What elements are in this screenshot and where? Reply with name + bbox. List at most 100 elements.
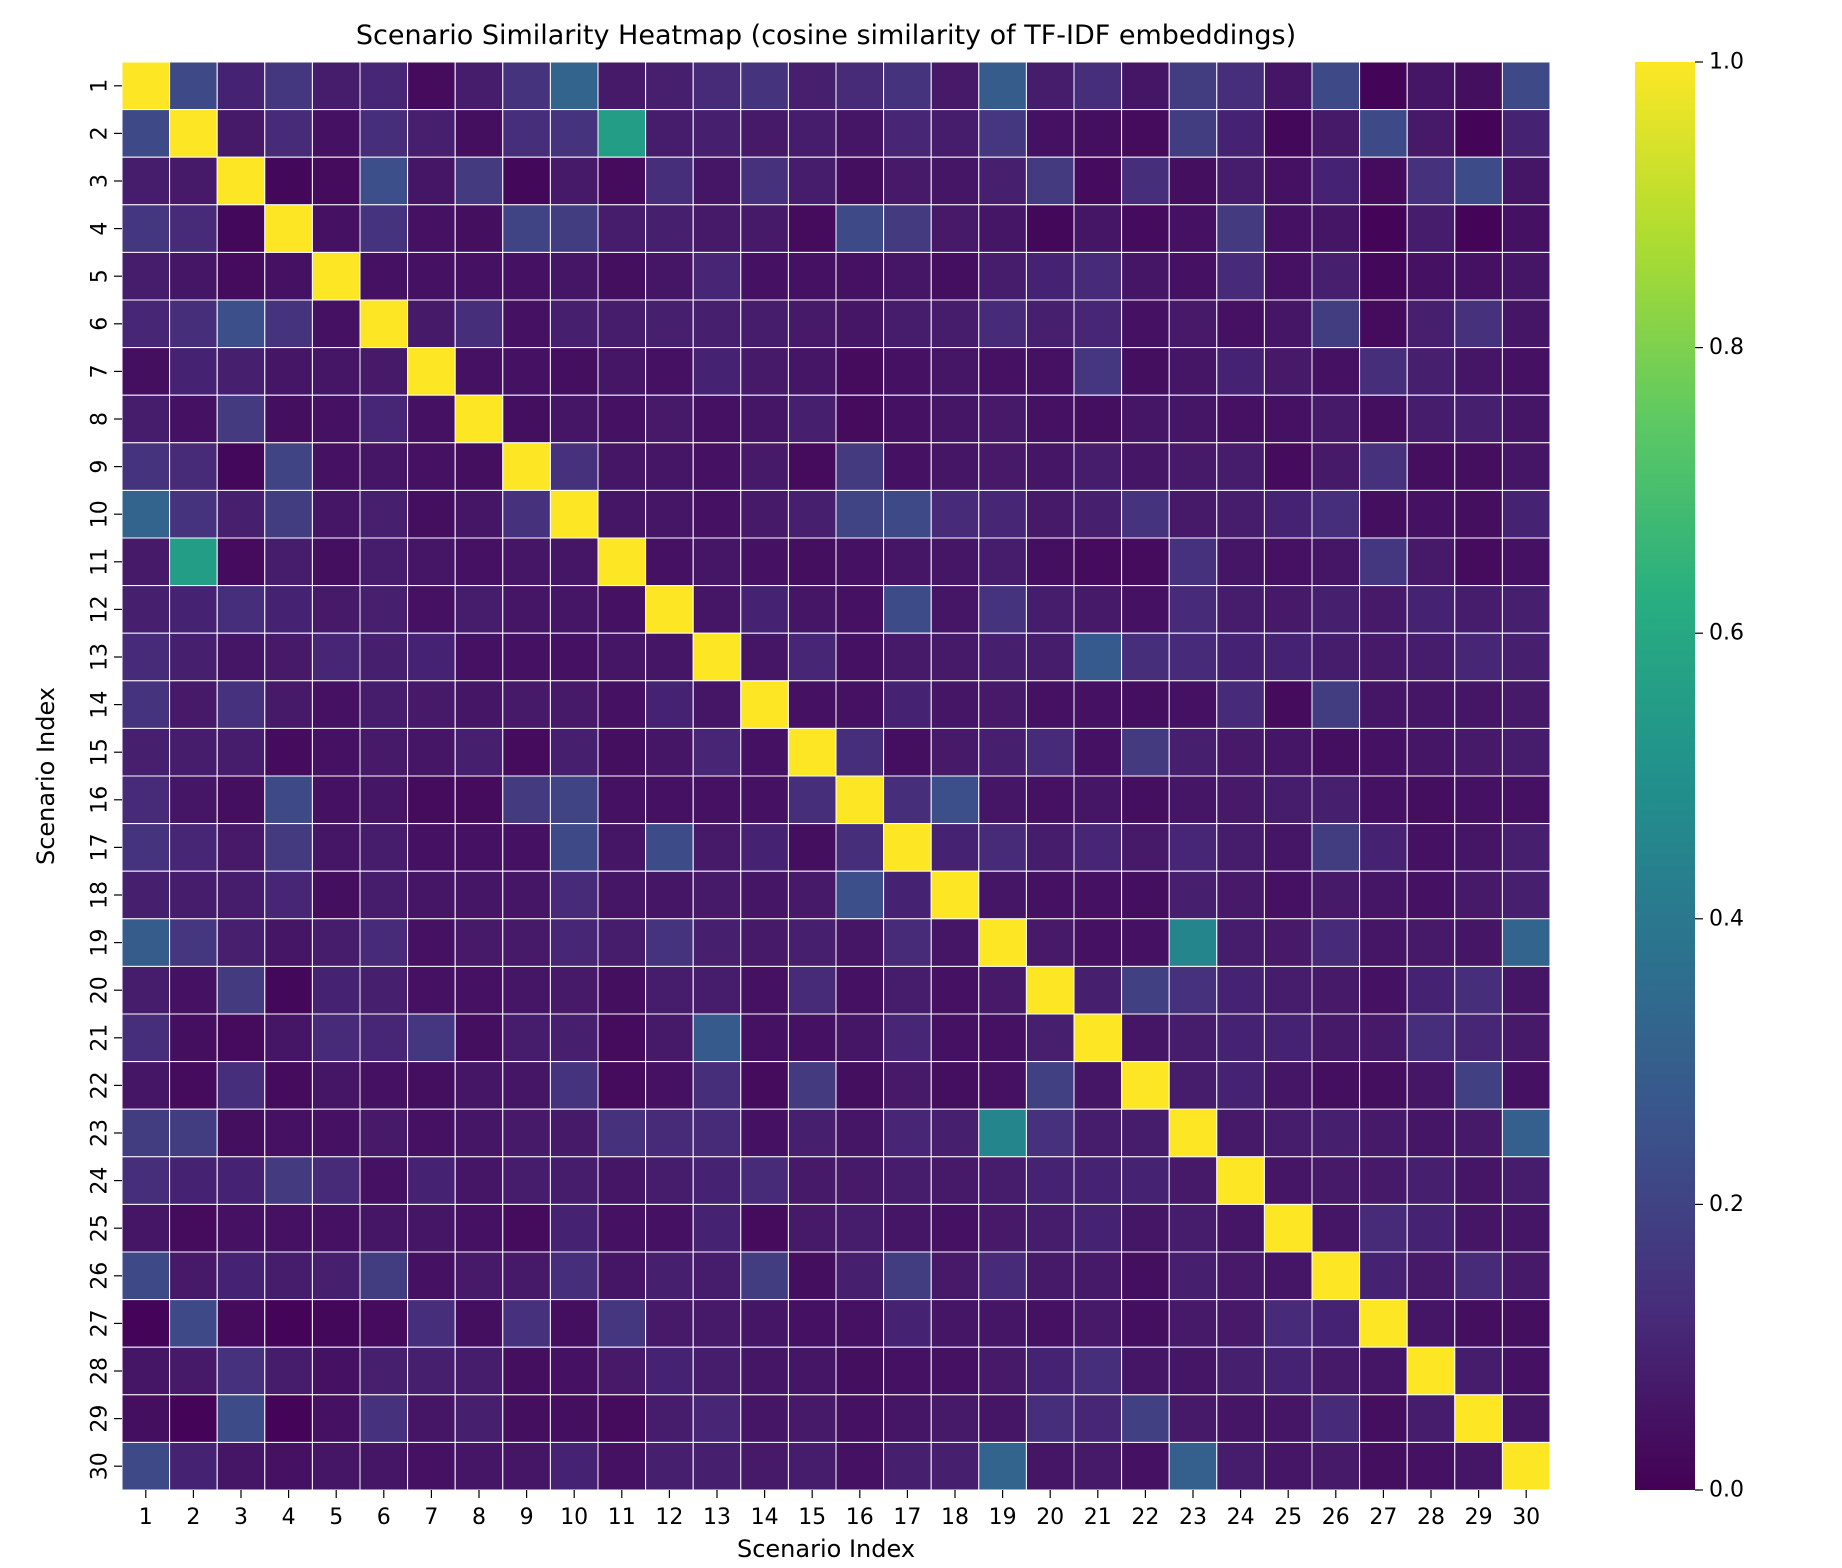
x-tick-label: 4 [282, 1505, 296, 1530]
heatmap-cell-28-10 [549, 1346, 599, 1396]
heatmap-cell-12-13 [692, 585, 742, 634]
heatmap-cell-13-28 [1406, 632, 1456, 682]
heatmap-cell-15-4 [264, 727, 313, 777]
heatmap-cell-3-18 [930, 156, 980, 206]
heatmap-cell-11-11 [597, 537, 647, 587]
heatmap-cell-19-19 [978, 918, 1027, 967]
heatmap-cell-18-4 [264, 870, 313, 920]
heatmap-cell-11-7 [407, 537, 456, 587]
heatmap-cell-19-27 [1359, 918, 1408, 967]
heatmap-cell-12-22 [1121, 585, 1170, 634]
heatmap-cell-19-18 [930, 918, 980, 967]
heatmap-cell-14-4 [264, 680, 313, 729]
heatmap-cell-19-1 [121, 918, 171, 967]
heatmap-cell-9-11 [597, 442, 647, 491]
heatmap-cell-29-6 [359, 1394, 409, 1443]
x-tick-label: 14 [751, 1505, 779, 1530]
heatmap-cell-6-10 [549, 299, 599, 349]
heatmap-cell-5-14 [740, 251, 789, 301]
heatmap-cell-24-4 [264, 1156, 313, 1205]
y-tick-label: 28 [88, 1357, 113, 1385]
heatmap-cell-10-16 [835, 489, 885, 539]
heatmap-cell-22-19 [978, 1061, 1027, 1110]
y-axis-label: Scenario Index [32, 687, 60, 865]
heatmap-cell-6-3 [216, 299, 266, 349]
heatmap-cell-11-9 [502, 537, 551, 587]
heatmap-cell-25-30 [1501, 1203, 1551, 1253]
heatmap-cell-19-23 [1168, 918, 1218, 967]
heatmap-cell-1-7 [407, 61, 456, 111]
heatmap-cell-15-25 [1263, 727, 1313, 777]
heatmap-cell-11-25 [1263, 537, 1313, 587]
heatmap-cell-17-18 [930, 823, 980, 872]
heatmap-cell-9-6 [359, 442, 409, 491]
heatmap-cell-25-27 [1359, 1203, 1408, 1253]
heatmap-cell-18-19 [978, 870, 1027, 920]
heatmap-cell-27-24 [1216, 1299, 1265, 1348]
heatmap-cell-6-25 [1263, 299, 1313, 349]
heatmap-cell-25-9 [502, 1203, 551, 1253]
heatmap-cell-6-27 [1359, 299, 1408, 349]
heatmap-cell-16-9 [502, 775, 551, 825]
y-tick-label: 12 [88, 595, 113, 623]
heatmap-cell-23-30 [1501, 1108, 1551, 1158]
heatmap-cell-2-28 [1406, 109, 1456, 158]
heatmap-cell-18-8 [454, 870, 504, 920]
heatmap-cell-27-13 [692, 1299, 742, 1348]
heatmap-cell-26-24 [1216, 1251, 1265, 1301]
heatmap-cell-16-10 [549, 775, 599, 825]
x-tick-label: 15 [798, 1505, 826, 1530]
heatmap-cell-8-6 [359, 394, 409, 444]
heatmap-cell-5-26 [1311, 251, 1361, 301]
heatmap-cell-17-3 [216, 823, 266, 872]
heatmap-cell-20-29 [1454, 965, 1503, 1015]
heatmap-cell-24-3 [216, 1156, 266, 1205]
heatmap-cell-24-10 [549, 1156, 599, 1205]
heatmap-cell-11-20 [1025, 537, 1075, 587]
heatmap-cell-10-20 [1025, 489, 1075, 539]
heatmap-cell-11-13 [692, 537, 742, 587]
heatmap-cell-12-10 [549, 585, 599, 634]
heatmap-cell-16-4 [264, 775, 313, 825]
heatmap-cell-21-4 [264, 1013, 313, 1063]
heatmap-cell-25-18 [930, 1203, 980, 1253]
heatmap-cell-6-12 [645, 299, 694, 349]
heatmap-cell-26-10 [549, 1251, 599, 1301]
heatmap-cell-7-28 [1406, 347, 1456, 396]
x-tick-label: 2 [186, 1505, 200, 1530]
heatmap-cell-1-27 [1359, 61, 1408, 111]
heatmap-cell-13-3 [216, 632, 266, 682]
heatmap-cell-8-24 [1216, 394, 1265, 444]
heatmap-cell-13-27 [1359, 632, 1408, 682]
heatmap-cell-24-29 [1454, 1156, 1503, 1205]
heatmap-cell-1-18 [930, 61, 980, 111]
heatmap-cell-17-11 [597, 823, 647, 872]
heatmap-cell-14-30 [1501, 680, 1551, 729]
heatmap-cell-24-5 [311, 1156, 361, 1205]
heatmap-cell-25-23 [1168, 1203, 1218, 1253]
heatmap-cell-3-29 [1454, 156, 1503, 206]
heatmap-cell-19-24 [1216, 918, 1265, 967]
heatmap-cell-28-13 [692, 1346, 742, 1396]
heatmap-cell-24-6 [359, 1156, 409, 1205]
heatmap-cell-5-5 [311, 251, 361, 301]
heatmap-cell-7-6 [359, 347, 409, 396]
heatmap-cell-24-16 [835, 1156, 885, 1205]
heatmap-cell-8-12 [645, 394, 694, 444]
heatmap-cell-29-30 [1501, 1394, 1551, 1443]
heatmap-cell-15-6 [359, 727, 409, 777]
heatmap-cell-22-8 [454, 1061, 504, 1110]
heatmap-cell-6-21 [1073, 299, 1123, 349]
heatmap-cell-2-17 [883, 109, 932, 158]
heatmap-cell-11-12 [645, 537, 694, 587]
heatmap-cell-16-12 [645, 775, 694, 825]
heatmap-cell-15-26 [1311, 727, 1361, 777]
heatmap-cell-9-18 [930, 442, 980, 491]
y-tick-label: 5 [88, 269, 113, 283]
heatmap-cell-13-17 [883, 632, 932, 682]
heatmap-cell-10-5 [311, 489, 361, 539]
heatmap-cell-14-12 [645, 680, 694, 729]
heatmap-cell-24-24 [1216, 1156, 1265, 1205]
heatmap-cell-4-24 [1216, 204, 1265, 253]
heatmap-cell-10-14 [740, 489, 789, 539]
